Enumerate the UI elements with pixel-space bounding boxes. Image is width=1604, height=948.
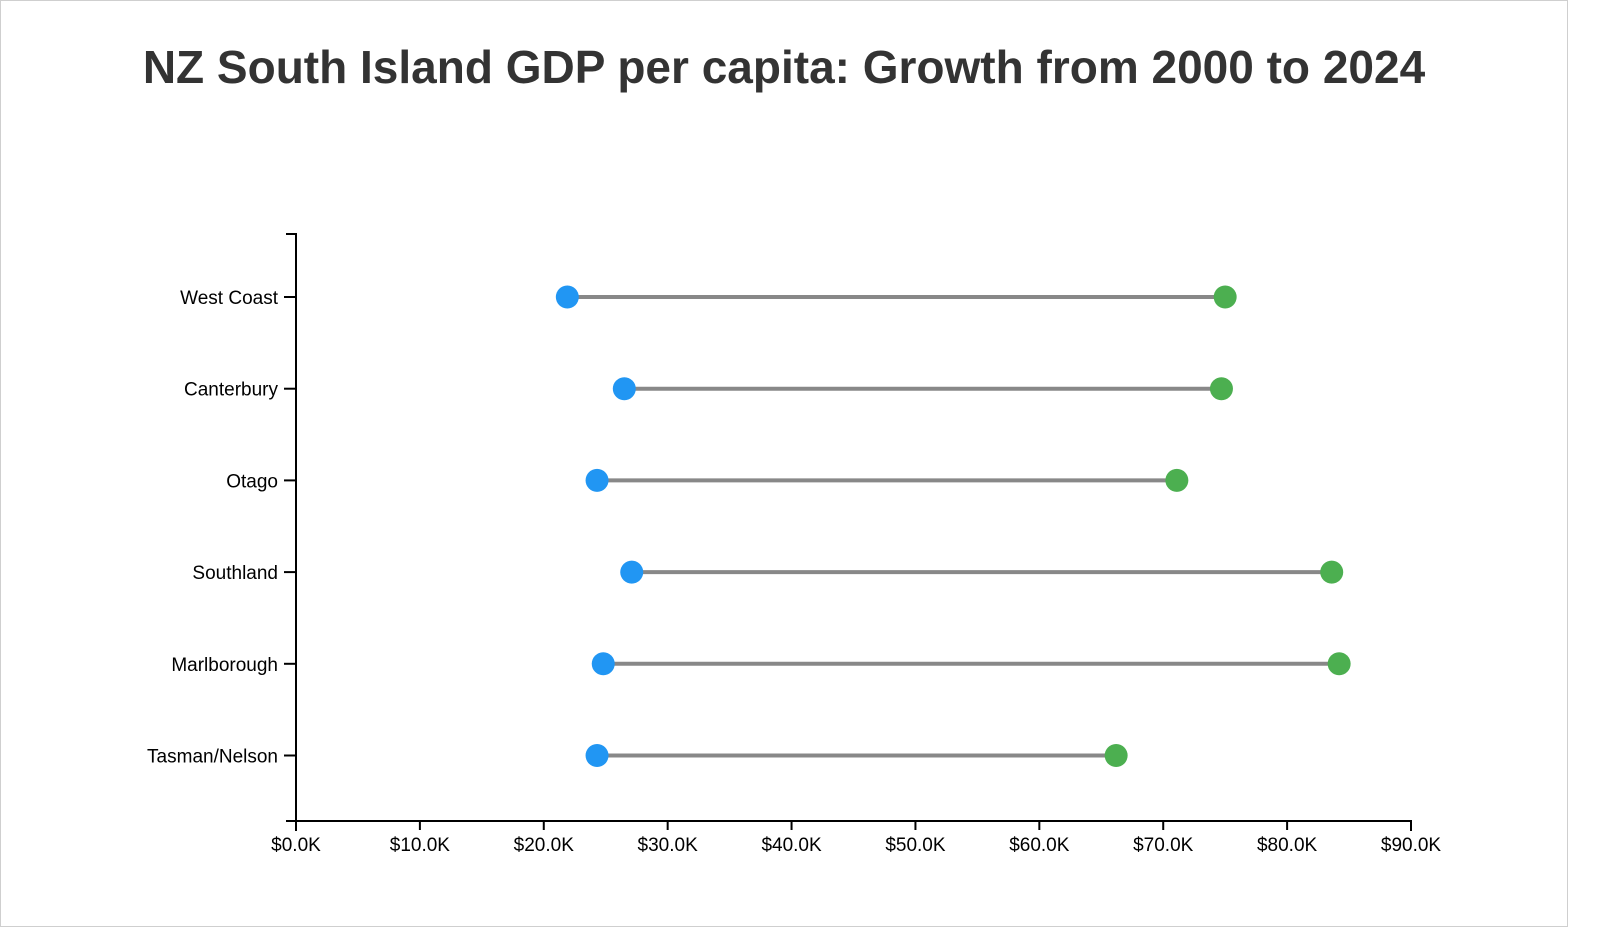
y-tick-label: West Coast [180, 288, 279, 309]
y-tick-label: Otago [226, 471, 278, 492]
x-axis: $0.0K $10.0K $20.0K $30.0K $40.0K $50.0K $60.0… [271, 820, 1442, 856]
x-tick-label: $70.0K [1133, 835, 1194, 856]
point-2000 [620, 560, 644, 584]
y-axis-line [286, 233, 297, 822]
y-tick-label: Tasman/Nelson [147, 747, 278, 768]
point-2000 [591, 652, 615, 676]
point-2000 [612, 377, 636, 401]
x-tick-label: $50.0K [885, 835, 946, 856]
point-2000 [585, 744, 609, 767]
point-2024 [1209, 377, 1233, 401]
x-tick-label: $40.0K [761, 835, 822, 856]
point-2024 [1104, 744, 1128, 767]
chart-marks [555, 285, 1351, 767]
chart-frame [0, 0, 1568, 927]
y-tick-label: Southland [192, 563, 278, 584]
x-tick-label: $0.0K [271, 835, 321, 856]
x-axis-line [295, 820, 1412, 831]
point-2024 [1327, 652, 1351, 676]
point-2024 [1320, 560, 1344, 584]
y-tick-label: Canterbury [184, 380, 278, 401]
x-tick-label: $60.0K [1009, 835, 1070, 856]
y-axis: West Coast Canterbury Otago Southland Marlbo… [147, 233, 297, 822]
x-tick-label: $90.0K [1381, 835, 1442, 856]
x-tick-label: $80.0K [1257, 835, 1318, 856]
point-2024 [1213, 285, 1237, 309]
point-2000 [555, 285, 579, 309]
y-tick-label: Marlborough [171, 655, 278, 676]
chart-title: NZ South Island GDP per capita: Growth f… [142, 41, 1426, 93]
x-tick-label: $20.0K [514, 835, 575, 856]
x-tick-label: $10.0K [390, 835, 451, 856]
x-tick-label: $30.0K [638, 835, 699, 856]
point-2000 [585, 468, 609, 492]
point-2024 [1165, 468, 1189, 492]
